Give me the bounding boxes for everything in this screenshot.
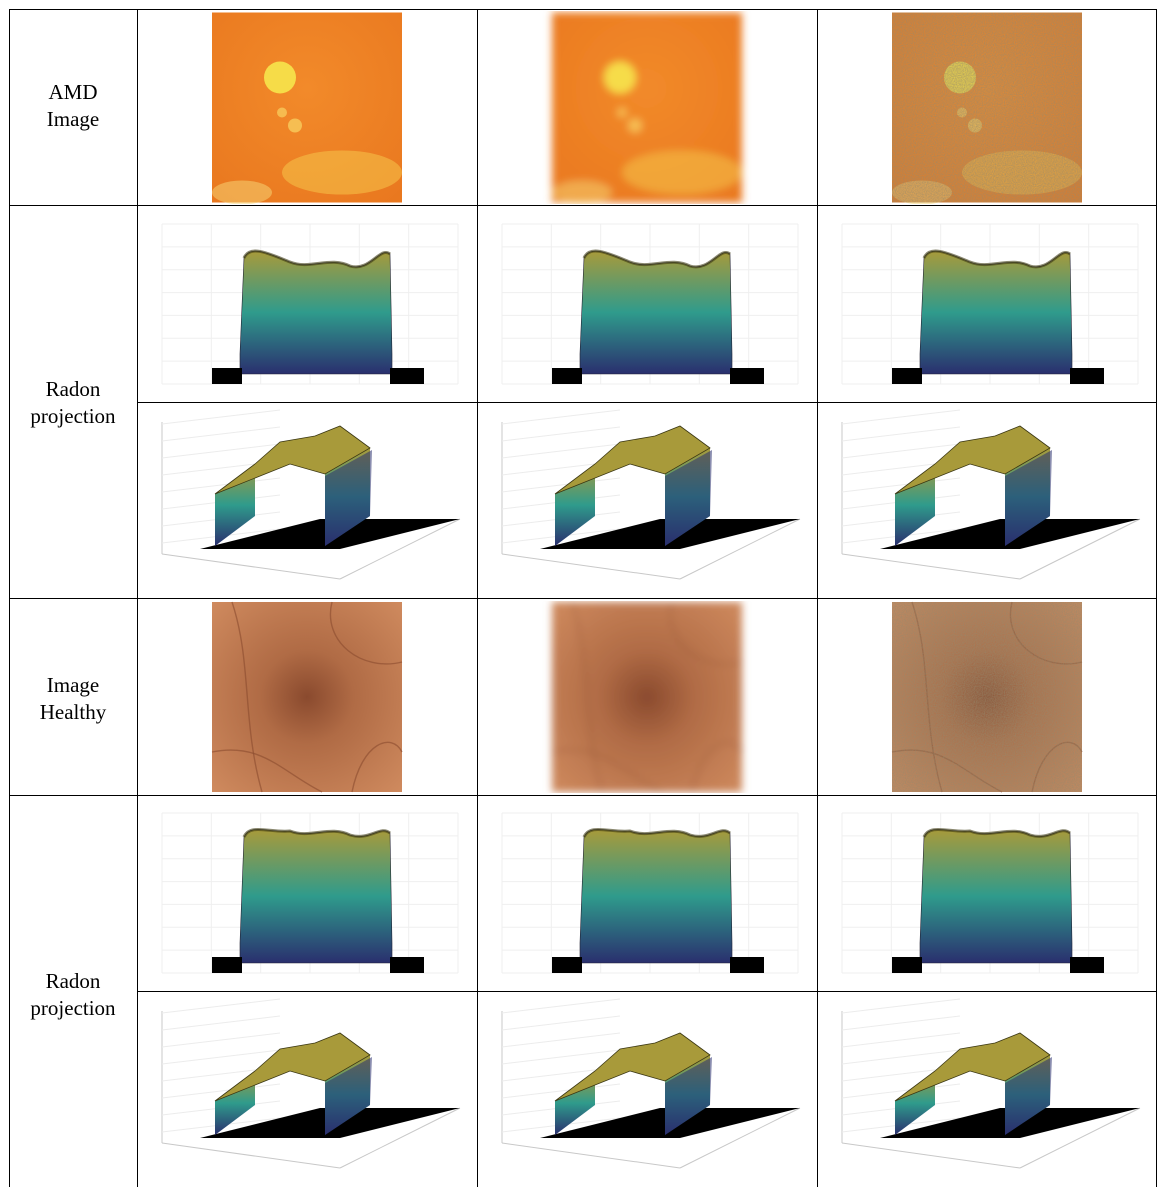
row-label-amd-radon: Radon projection [30, 377, 116, 428]
row-label-amd-image: AMD Image [46, 80, 100, 131]
row-divider-1 [9, 205, 1157, 206]
row-label-healthy-image: Image Healthy [39, 673, 107, 724]
healthy-radon-3d-plot-noise [820, 993, 1154, 1185]
amd-radon-3d-plot-orig [140, 404, 474, 596]
row-divider-1b [137, 402, 1157, 403]
healthy-fundus-image-orig [140, 601, 474, 793]
amd-fundus-image-orig [140, 11, 474, 204]
healthy-radon-front-plot-blur [480, 797, 814, 989]
amd-radon-front-plot-orig [140, 208, 474, 400]
figure-table: AMD Image Radon projection Image Healthy Ra… [9, 9, 1157, 1187]
table-border-top [9, 9, 1157, 10]
amd-radon-3d-plot-blur [480, 404, 814, 596]
healthy-radon-3d-plot-blur [480, 993, 814, 1185]
amd-radon-front-plot-noise [820, 208, 1154, 400]
healthy-fundus-image-noise [820, 601, 1154, 793]
healthy-fundus-image-blur [480, 601, 814, 793]
row-divider-3b [137, 991, 1157, 992]
amd-fundus-image-blur [480, 11, 814, 204]
amd-radon-3d-plot-noise [820, 404, 1154, 596]
row-divider-3 [9, 795, 1157, 796]
row-divider-2 [9, 598, 1157, 599]
healthy-radon-front-plot-orig [140, 797, 474, 989]
row-label-healthy-radon: Radon projection [30, 969, 116, 1020]
amd-fundus-image-noise [820, 11, 1154, 204]
healthy-radon-3d-plot-orig [140, 993, 474, 1185]
healthy-radon-front-plot-noise [820, 797, 1154, 989]
amd-radon-front-plot-blur [480, 208, 814, 400]
